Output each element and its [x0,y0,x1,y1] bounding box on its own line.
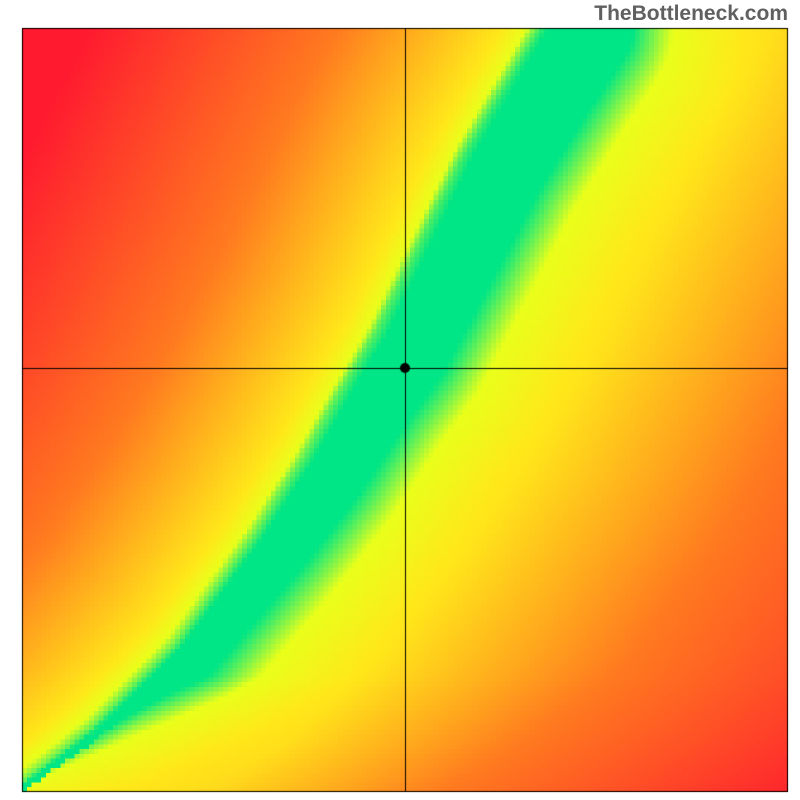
watermark-text: TheBottleneck.com [594,2,788,26]
chart-container: TheBottleneck.com [0,0,800,800]
bottleneck-heatmap [22,28,788,792]
